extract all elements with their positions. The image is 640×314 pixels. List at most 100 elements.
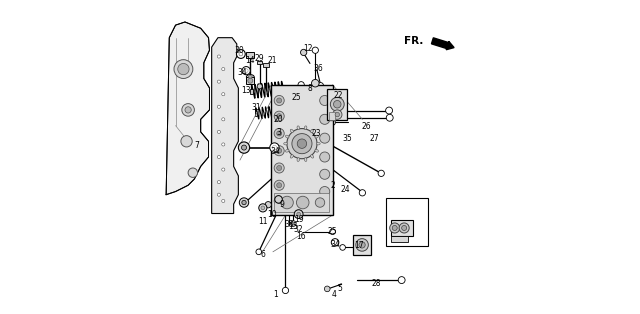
- Text: FR.: FR.: [404, 36, 424, 46]
- Circle shape: [333, 110, 342, 119]
- Circle shape: [359, 242, 365, 248]
- Bar: [327, 89, 348, 120]
- Ellipse shape: [315, 149, 319, 152]
- Circle shape: [221, 118, 225, 121]
- Circle shape: [356, 239, 369, 251]
- Circle shape: [218, 181, 220, 184]
- Circle shape: [276, 183, 282, 188]
- Circle shape: [181, 136, 192, 147]
- Ellipse shape: [290, 155, 293, 158]
- Circle shape: [218, 105, 220, 108]
- Circle shape: [296, 196, 309, 209]
- Bar: [390, 236, 408, 242]
- Text: 30: 30: [234, 46, 244, 55]
- Ellipse shape: [285, 135, 289, 138]
- Text: 19: 19: [294, 215, 303, 224]
- Text: 5: 5: [337, 284, 342, 293]
- Circle shape: [274, 111, 284, 121]
- Circle shape: [330, 229, 335, 235]
- Circle shape: [398, 277, 405, 284]
- Circle shape: [238, 142, 250, 153]
- Text: 33: 33: [284, 220, 294, 229]
- Text: 29: 29: [255, 54, 264, 62]
- Ellipse shape: [248, 76, 252, 78]
- Text: 32: 32: [294, 225, 303, 234]
- Circle shape: [318, 83, 323, 88]
- Circle shape: [221, 143, 225, 146]
- Text: 2: 2: [331, 181, 335, 190]
- Circle shape: [297, 139, 307, 149]
- Circle shape: [330, 120, 335, 125]
- Circle shape: [402, 225, 406, 230]
- Bar: [264, 63, 269, 67]
- Circle shape: [320, 169, 330, 179]
- Text: 22: 22: [333, 91, 343, 100]
- Circle shape: [276, 165, 282, 171]
- Circle shape: [359, 190, 365, 196]
- Ellipse shape: [290, 129, 293, 133]
- Circle shape: [312, 79, 319, 87]
- Circle shape: [340, 245, 346, 250]
- Circle shape: [320, 152, 330, 162]
- FancyArrow shape: [431, 38, 454, 50]
- Circle shape: [301, 49, 307, 56]
- Text: 18: 18: [413, 202, 422, 211]
- Bar: [257, 61, 262, 64]
- Text: 16: 16: [296, 232, 305, 241]
- Circle shape: [320, 114, 330, 124]
- Circle shape: [276, 148, 282, 153]
- Bar: [282, 111, 284, 116]
- Circle shape: [274, 163, 284, 173]
- Circle shape: [178, 63, 189, 75]
- Circle shape: [294, 210, 303, 219]
- Text: 28: 28: [371, 279, 381, 288]
- Text: 15: 15: [289, 222, 298, 231]
- Circle shape: [276, 198, 282, 203]
- Bar: [390, 220, 413, 236]
- Text: 17: 17: [355, 241, 364, 250]
- Circle shape: [297, 212, 301, 216]
- Text: 1: 1: [273, 290, 278, 299]
- Text: 34: 34: [237, 68, 247, 77]
- Text: 20: 20: [274, 116, 284, 124]
- Circle shape: [221, 168, 225, 171]
- Text: 8: 8: [308, 84, 312, 93]
- Circle shape: [236, 50, 245, 58]
- Text: 3: 3: [276, 128, 281, 137]
- Circle shape: [185, 107, 191, 113]
- Text: 14: 14: [246, 56, 255, 65]
- Circle shape: [292, 134, 312, 154]
- Ellipse shape: [316, 143, 320, 145]
- Text: 10: 10: [268, 210, 277, 219]
- Ellipse shape: [284, 143, 287, 145]
- Bar: [246, 52, 254, 58]
- Bar: [271, 85, 333, 215]
- Circle shape: [259, 204, 267, 212]
- Text: 7: 7: [195, 141, 199, 149]
- Text: 24: 24: [341, 185, 351, 193]
- Ellipse shape: [310, 129, 314, 133]
- Circle shape: [316, 198, 324, 207]
- Circle shape: [244, 69, 248, 73]
- Text: 35: 35: [343, 134, 353, 143]
- Polygon shape: [166, 22, 209, 195]
- Circle shape: [239, 198, 249, 207]
- Text: 6: 6: [260, 251, 266, 259]
- Circle shape: [182, 104, 195, 116]
- Circle shape: [274, 146, 284, 156]
- Circle shape: [399, 223, 409, 233]
- Ellipse shape: [246, 75, 254, 79]
- Circle shape: [274, 128, 284, 138]
- Ellipse shape: [304, 126, 307, 130]
- Ellipse shape: [310, 155, 314, 158]
- Circle shape: [275, 196, 282, 203]
- Circle shape: [218, 193, 220, 196]
- Circle shape: [239, 52, 243, 56]
- Circle shape: [324, 286, 330, 292]
- Circle shape: [386, 107, 392, 114]
- Circle shape: [390, 223, 400, 233]
- Circle shape: [282, 287, 289, 294]
- Text: 34: 34: [330, 240, 340, 249]
- Text: 11: 11: [258, 217, 268, 226]
- Circle shape: [221, 199, 225, 203]
